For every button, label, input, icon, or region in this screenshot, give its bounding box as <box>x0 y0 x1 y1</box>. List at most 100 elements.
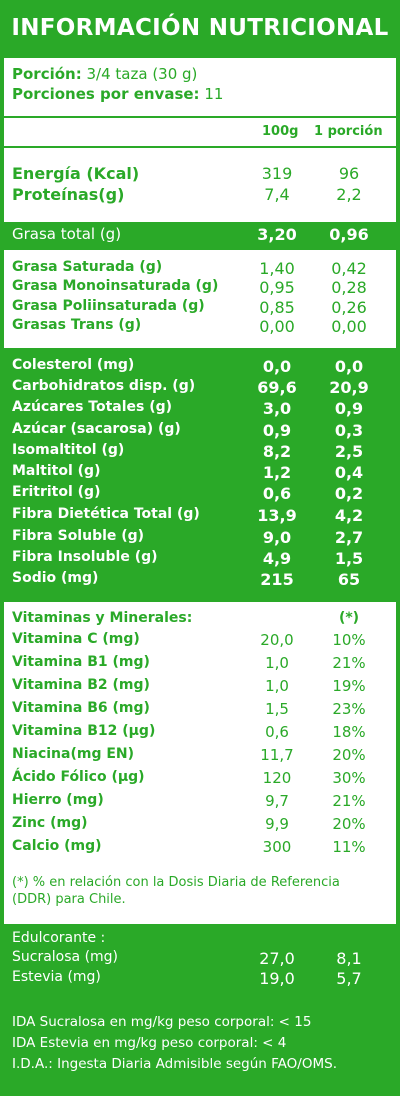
row-label: Maltitol (g) <box>12 463 101 479</box>
value-portion: 5,7 <box>336 969 362 988</box>
value-100g: 0,00 <box>259 317 295 336</box>
value-100g: 13,9 <box>257 506 297 525</box>
ida-line: IDA Sucralosa en mg/kg peso corporal: < … <box>12 1014 312 1030</box>
serving-info: Porción: 3/4 taza (30 g) Porciones por e… <box>4 58 396 116</box>
column-portion: 1 porción <box>314 124 383 139</box>
value-portion: 0,28 <box>331 278 367 297</box>
servings-label: Porciones por envase: <box>12 85 200 103</box>
row-label: Fibra Soluble (g) <box>12 528 145 544</box>
value-100g: 7,4 <box>264 185 290 204</box>
row-label: Hierro (mg) <box>12 792 104 808</box>
value-100g: 8,2 <box>262 442 292 461</box>
row-label: Eritritol (g) <box>12 484 101 500</box>
value-portion: 20,9 <box>329 378 369 397</box>
value-portion: 21% <box>332 654 366 672</box>
value-portion: 21% <box>332 792 366 810</box>
ida-line: IDA Estevia en mg/kg peso corporal: < 4 <box>12 1035 287 1051</box>
row-label: Azúcares Totales (g) <box>12 399 173 415</box>
value-portion: 0,0 <box>334 357 364 376</box>
value-100g: 9,7 <box>265 792 289 810</box>
value-100g: 319 <box>261 164 293 183</box>
value-100g: 69,6 <box>257 378 297 397</box>
row-label: Vitamina B2 (mg) <box>12 677 150 693</box>
ida-section: IDA Sucralosa en mg/kg peso corporal: < … <box>4 1004 396 1096</box>
fat-total-section: Grasa total (g) 3,20 0,96 <box>4 222 396 248</box>
panel-title: INFORMACIÓN NUTRICIONAL <box>11 15 389 41</box>
row-label: Sucralosa (mg) <box>12 949 119 965</box>
row-label: Grasas Trans (g) <box>12 317 142 333</box>
value-100g: 0,85 <box>259 298 295 317</box>
value-portion: 1,5 <box>334 549 364 568</box>
value-portion: 65 <box>337 570 361 589</box>
row-label: Fibra Insoluble (g) <box>12 549 158 565</box>
energy-section: Energía (Kcal) 319 96 Proteínas(g) 7,4 2… <box>4 148 396 222</box>
value-portion: 0,3 <box>334 421 364 440</box>
value-100g: 1,5 <box>265 700 289 718</box>
row-label: Niacina(mg EN) <box>12 746 135 762</box>
value-100g: 300 <box>262 838 292 856</box>
portion-value: 3/4 taza (30 g) <box>86 65 198 83</box>
value-100g: 1,40 <box>259 259 295 278</box>
value-100g: 0,95 <box>259 278 295 297</box>
value-100g: 3,20 <box>257 225 297 244</box>
row-label: Fibra Dietética Total (g) <box>12 506 200 522</box>
value-portion: 0,9 <box>334 399 364 418</box>
column-header: 100g 1 porción <box>4 118 396 146</box>
value-100g: 120 <box>262 769 292 787</box>
row-label: Zinc (mg) <box>12 815 88 831</box>
value-portion: 18% <box>332 723 366 741</box>
value-portion: 96 <box>338 164 360 183</box>
value-100g: 1,2 <box>262 463 292 482</box>
value-portion: 2,7 <box>334 528 364 547</box>
row-label: Sodio (mg) <box>12 570 99 586</box>
value-portion: 11% <box>332 838 366 856</box>
row-label: Colesterol (mg) <box>12 357 135 373</box>
row-label: Proteínas(g) <box>12 185 125 204</box>
value-portion: 2,2 <box>336 185 362 204</box>
row-label: Edulcorante : <box>12 930 106 946</box>
value-portion: 0,00 <box>331 317 367 336</box>
column-100g: 100g <box>262 124 299 139</box>
row-label: Vitamina B12 (µg) <box>12 723 156 739</box>
row-label: Grasa Monoinsaturada (g) <box>12 278 219 294</box>
value-100g: 4,9 <box>262 549 292 568</box>
value-100g: 20,0 <box>260 631 294 649</box>
value-portion: 0,96 <box>329 225 369 244</box>
sweeteners-section: Edulcorante : Sucralosa (mg) 27,0 8,1 Este… <box>4 924 396 1004</box>
value-portion: 8,1 <box>336 949 362 968</box>
value-portion: 19% <box>332 677 366 695</box>
value-100g: 0,9 <box>262 421 292 440</box>
row-label: Grasa Poliinsaturada (g) <box>12 298 205 314</box>
value-100g: 0,6 <box>262 484 292 503</box>
vitamins-section: Vitaminas y Minerales: (*) Vitamina C (m… <box>4 602 396 924</box>
row-label: Energía (Kcal) <box>12 164 140 183</box>
row-label: Calcio (mg) <box>12 838 102 854</box>
value-portion: 30% <box>332 769 366 787</box>
value-portion: 23% <box>332 700 366 718</box>
value-100g: 19,0 <box>259 969 295 988</box>
value-portion: 2,5 <box>334 442 364 461</box>
value-100g: 9,0 <box>262 528 292 547</box>
value-100g: 9,9 <box>265 815 289 833</box>
value-portion: 0,42 <box>331 259 367 278</box>
row-label: Grasa total (g) <box>12 225 122 243</box>
value-100g: 11,7 <box>260 746 294 764</box>
ddr-mark: (*) <box>338 610 360 626</box>
row-label: Vitamina C (mg) <box>12 631 140 647</box>
value-100g: 0,0 <box>262 357 292 376</box>
value-portion: 0,26 <box>331 298 367 317</box>
value-portion: 4,2 <box>334 506 364 525</box>
row-label: Azúcar (sacarosa) (g) <box>12 421 181 437</box>
value-100g: 1,0 <box>265 654 289 672</box>
value-portion: 10% <box>332 631 366 649</box>
row-label: Vitamina B1 (mg) <box>12 654 150 670</box>
value-portion: 20% <box>332 746 366 764</box>
row-label: Grasa Saturada (g) <box>12 259 163 275</box>
row-label: Carbohidratos disp. (g) <box>12 378 196 394</box>
value-portion: 0,2 <box>334 484 364 503</box>
value-portion: 20% <box>332 815 366 833</box>
ida-line: I.D.A.: Ingesta Diaria Admisible según F… <box>12 1056 337 1072</box>
value-100g: 0,6 <box>265 723 289 741</box>
row-label: Isomaltitol (g) <box>12 442 125 458</box>
value-100g: 1,0 <box>265 677 289 695</box>
